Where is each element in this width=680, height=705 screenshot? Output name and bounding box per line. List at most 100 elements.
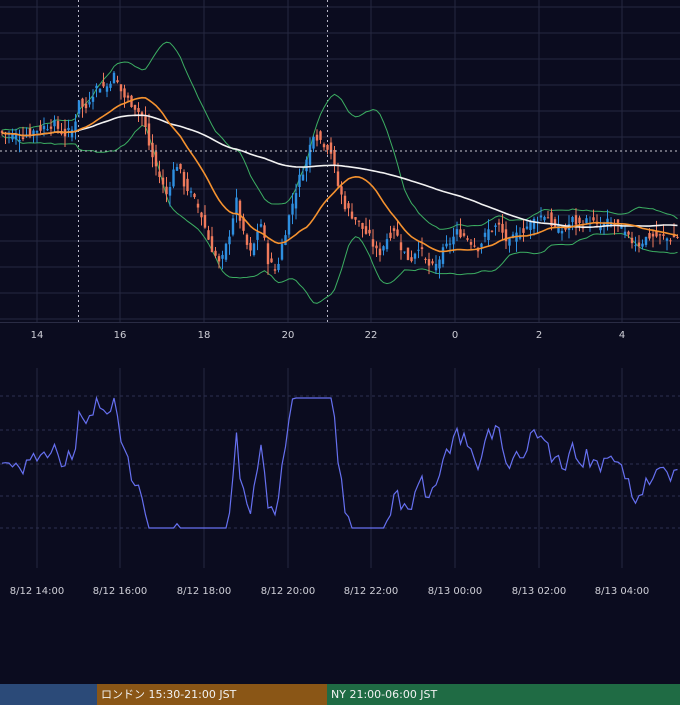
candle bbox=[137, 102, 140, 123]
candle bbox=[574, 208, 578, 236]
session-london: ロンドン 15:30-21:00 JST bbox=[97, 684, 327, 705]
candle bbox=[406, 247, 410, 261]
candle bbox=[333, 146, 336, 173]
candle bbox=[189, 187, 193, 198]
candle bbox=[154, 144, 158, 176]
candle bbox=[445, 235, 448, 249]
candle bbox=[95, 83, 98, 98]
candle bbox=[396, 220, 399, 237]
candle bbox=[378, 242, 382, 262]
candle bbox=[109, 81, 112, 92]
osc-time-tick-label: 8/12 20:00 bbox=[261, 586, 315, 597]
candle bbox=[77, 100, 81, 118]
candle bbox=[403, 251, 406, 254]
ma-long bbox=[1, 114, 678, 228]
candle bbox=[504, 221, 508, 249]
candle bbox=[18, 129, 21, 153]
candle bbox=[214, 246, 217, 259]
candle bbox=[599, 216, 602, 234]
candle bbox=[329, 137, 333, 160]
candle bbox=[350, 203, 354, 220]
candle bbox=[224, 242, 228, 263]
candle bbox=[392, 225, 396, 239]
candle bbox=[217, 253, 221, 269]
moving-averages bbox=[1, 96, 678, 253]
candle bbox=[669, 238, 672, 245]
candle bbox=[88, 91, 91, 108]
candle bbox=[147, 113, 151, 151]
candle bbox=[550, 208, 553, 231]
time-tick-label: 14 bbox=[31, 330, 44, 341]
candle bbox=[431, 258, 434, 266]
candle bbox=[277, 257, 280, 273]
candle bbox=[494, 223, 497, 236]
candle bbox=[203, 205, 207, 229]
time-tick-label: 18 bbox=[198, 330, 211, 341]
candle bbox=[172, 162, 175, 189]
candle bbox=[21, 126, 25, 142]
candle bbox=[532, 216, 536, 236]
candle bbox=[385, 233, 389, 252]
candle bbox=[168, 181, 172, 207]
candle bbox=[186, 172, 189, 196]
candle bbox=[469, 239, 473, 251]
candle bbox=[98, 87, 102, 93]
candle bbox=[399, 234, 403, 260]
candle bbox=[347, 200, 350, 217]
candle bbox=[585, 215, 588, 225]
candle bbox=[410, 250, 413, 263]
candle bbox=[53, 115, 56, 132]
candle bbox=[196, 199, 200, 214]
candle bbox=[245, 233, 249, 250]
candle bbox=[536, 216, 539, 233]
candle bbox=[665, 237, 669, 251]
osc-time-tick-label: 8/13 02:00 bbox=[512, 586, 566, 597]
candle bbox=[595, 214, 599, 228]
candle bbox=[606, 209, 609, 231]
oscillator-line bbox=[1, 395, 678, 529]
osc-time-tick-label: 8/13 04:00 bbox=[595, 586, 649, 597]
candle bbox=[207, 225, 210, 241]
candle bbox=[644, 236, 648, 248]
candle bbox=[322, 142, 326, 151]
candle bbox=[301, 167, 305, 182]
candle bbox=[182, 169, 186, 195]
oscillator-chart[interactable] bbox=[0, 368, 680, 568]
candle bbox=[354, 217, 357, 225]
oscillator-grid bbox=[0, 368, 680, 568]
candle bbox=[263, 222, 266, 241]
osc-time-tick-label: 8/12 16:00 bbox=[93, 586, 147, 597]
candle bbox=[193, 192, 196, 199]
candle bbox=[417, 241, 420, 259]
candle bbox=[81, 97, 84, 118]
candle bbox=[508, 237, 511, 253]
price-grid bbox=[0, 0, 680, 322]
candle bbox=[252, 242, 256, 257]
candle bbox=[438, 256, 441, 279]
candle bbox=[571, 215, 574, 231]
candle bbox=[336, 162, 340, 189]
candle bbox=[35, 130, 39, 143]
candle bbox=[70, 126, 74, 142]
time-tick-label: 20 bbox=[282, 330, 295, 341]
candle bbox=[11, 128, 14, 142]
candle bbox=[242, 213, 245, 235]
candle bbox=[161, 169, 165, 194]
candles bbox=[0, 70, 679, 279]
osc-time-tick-label: 8/12 22:00 bbox=[344, 586, 398, 597]
candle bbox=[501, 213, 504, 241]
bollinger-lower bbox=[1, 124, 678, 304]
candle bbox=[144, 106, 147, 135]
price-time-axis: 14 16 18 20 22 0 2 4 bbox=[0, 322, 680, 342]
candle bbox=[424, 257, 427, 264]
candle bbox=[497, 218, 501, 232]
candle bbox=[641, 239, 644, 250]
candle bbox=[637, 235, 641, 253]
candle bbox=[613, 219, 616, 235]
osc-time-tick-label: 8/13 00:00 bbox=[428, 586, 482, 597]
candle bbox=[249, 237, 252, 257]
candle bbox=[312, 135, 315, 153]
price-chart[interactable] bbox=[0, 0, 680, 322]
candle bbox=[221, 250, 224, 270]
